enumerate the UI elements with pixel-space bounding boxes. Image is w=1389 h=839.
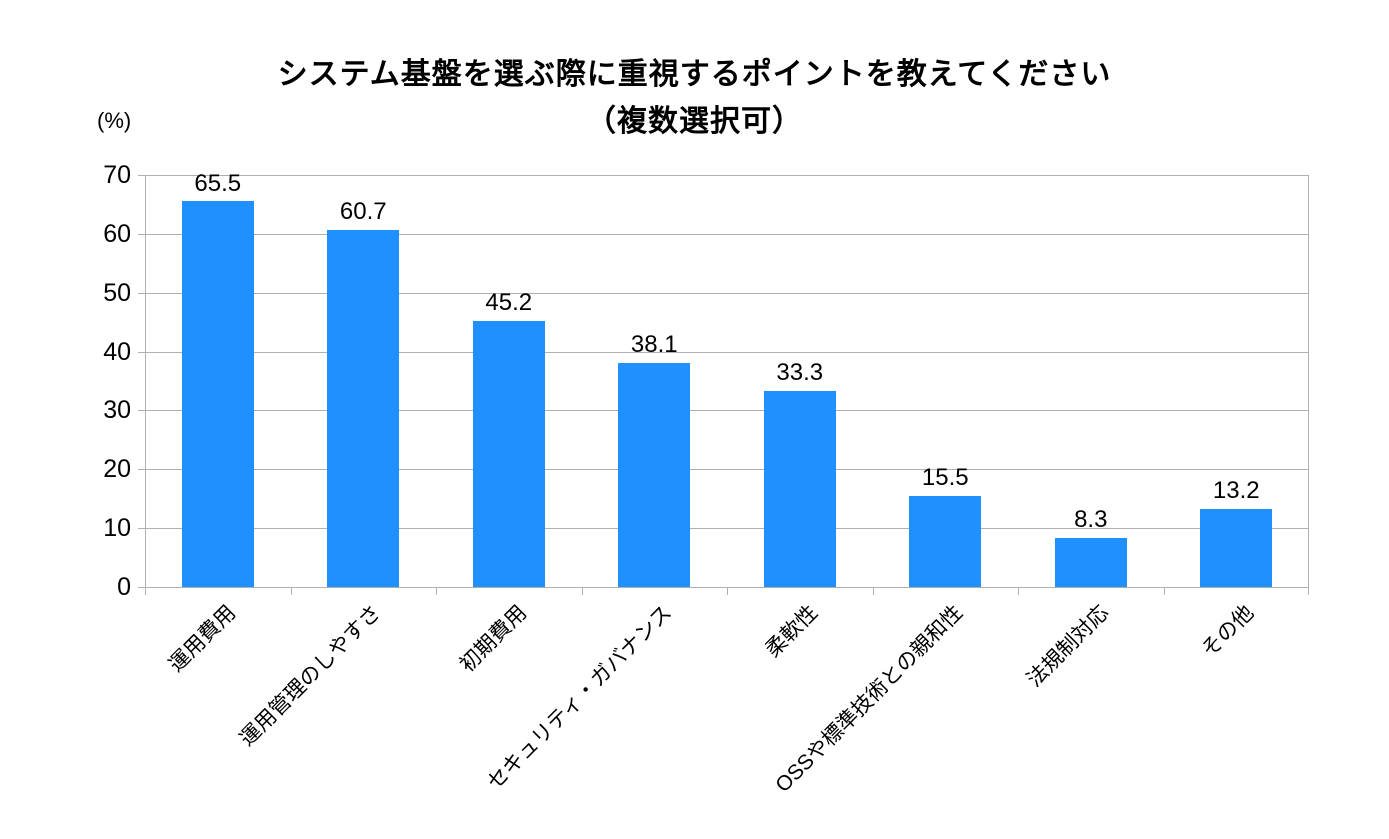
y-tick-label: 10 bbox=[103, 514, 131, 543]
gridline-y-50 bbox=[145, 292, 1309, 294]
y-axis-tick bbox=[138, 587, 145, 588]
x-axis-tick bbox=[1308, 587, 1309, 595]
y-tick-label: 20 bbox=[103, 455, 131, 484]
y-axis-tick bbox=[138, 292, 145, 294]
x-axis-tick bbox=[727, 587, 728, 595]
y-axis-tick bbox=[138, 410, 145, 412]
bar-value-label: 15.5 bbox=[921, 463, 969, 491]
y-axis-tick bbox=[138, 233, 145, 235]
gridline-y-70 bbox=[145, 175, 1309, 176]
bar bbox=[181, 201, 254, 587]
y-axis-line bbox=[145, 175, 146, 587]
gridline-y-60 bbox=[145, 233, 1309, 235]
bar-value-label: 45.2 bbox=[485, 288, 533, 316]
gridline-y-10 bbox=[145, 528, 1309, 530]
bar bbox=[1200, 509, 1273, 587]
y-tick-label: 60 bbox=[103, 219, 131, 248]
y-tick-label: 50 bbox=[103, 278, 131, 307]
bar-value-label: 8.3 bbox=[1074, 506, 1108, 534]
bar-value-label: 33.3 bbox=[776, 359, 824, 386]
chart-title-line2: （複数選択可） bbox=[586, 104, 803, 138]
x-axis-tick bbox=[145, 587, 146, 595]
y-tick-label: 40 bbox=[103, 337, 131, 366]
x-axis-tick bbox=[872, 587, 874, 595]
chart-title: システム基盤を選ぶ際に重視するポイントを教えてください （複数選択可） bbox=[0, 52, 1389, 145]
bar bbox=[472, 320, 545, 587]
y-axis-tick bbox=[138, 469, 145, 471]
bar bbox=[1054, 538, 1127, 587]
x-axis-tick bbox=[436, 587, 437, 595]
bar-value-label: 65.5 bbox=[194, 169, 242, 197]
x-axis-tick bbox=[581, 587, 583, 595]
bar-value-label: 13.2 bbox=[1212, 477, 1260, 505]
y-tick-label: 0 bbox=[117, 573, 131, 601]
plot-area: 0 10 20 30 40 50 60 70 65.5 運用費用 60.7 運用管理のしやすさ 45.2… bbox=[103, 161, 1309, 797]
x-category-label: 運用費用 bbox=[164, 601, 241, 677]
x-axis-tick bbox=[1163, 587, 1165, 595]
y-tick-label: 70 bbox=[103, 161, 131, 189]
bar bbox=[618, 362, 691, 587]
x-axis-tick bbox=[1018, 587, 1019, 595]
plot-right-border bbox=[1308, 175, 1309, 587]
y-axis-tick bbox=[138, 175, 145, 176]
gridline-y-20 bbox=[145, 469, 1309, 471]
y-axis-tick bbox=[138, 528, 145, 530]
gridline-y-40 bbox=[145, 351, 1309, 353]
bar bbox=[327, 229, 400, 587]
bar bbox=[763, 391, 836, 587]
y-axis-unit-label: (%) bbox=[97, 108, 132, 133]
y-axis-tick bbox=[138, 351, 145, 353]
chart-title-line1: システム基盤を選ぶ際に重視するポイントを教えてください bbox=[277, 58, 1112, 91]
x-axis-tick bbox=[290, 587, 292, 595]
y-tick-label: 30 bbox=[103, 396, 131, 425]
bar-value-label: 60.7 bbox=[339, 197, 387, 225]
bar bbox=[909, 495, 982, 587]
gridline-y-30 bbox=[145, 410, 1309, 412]
bar-value-label: 38.1 bbox=[630, 330, 678, 358]
